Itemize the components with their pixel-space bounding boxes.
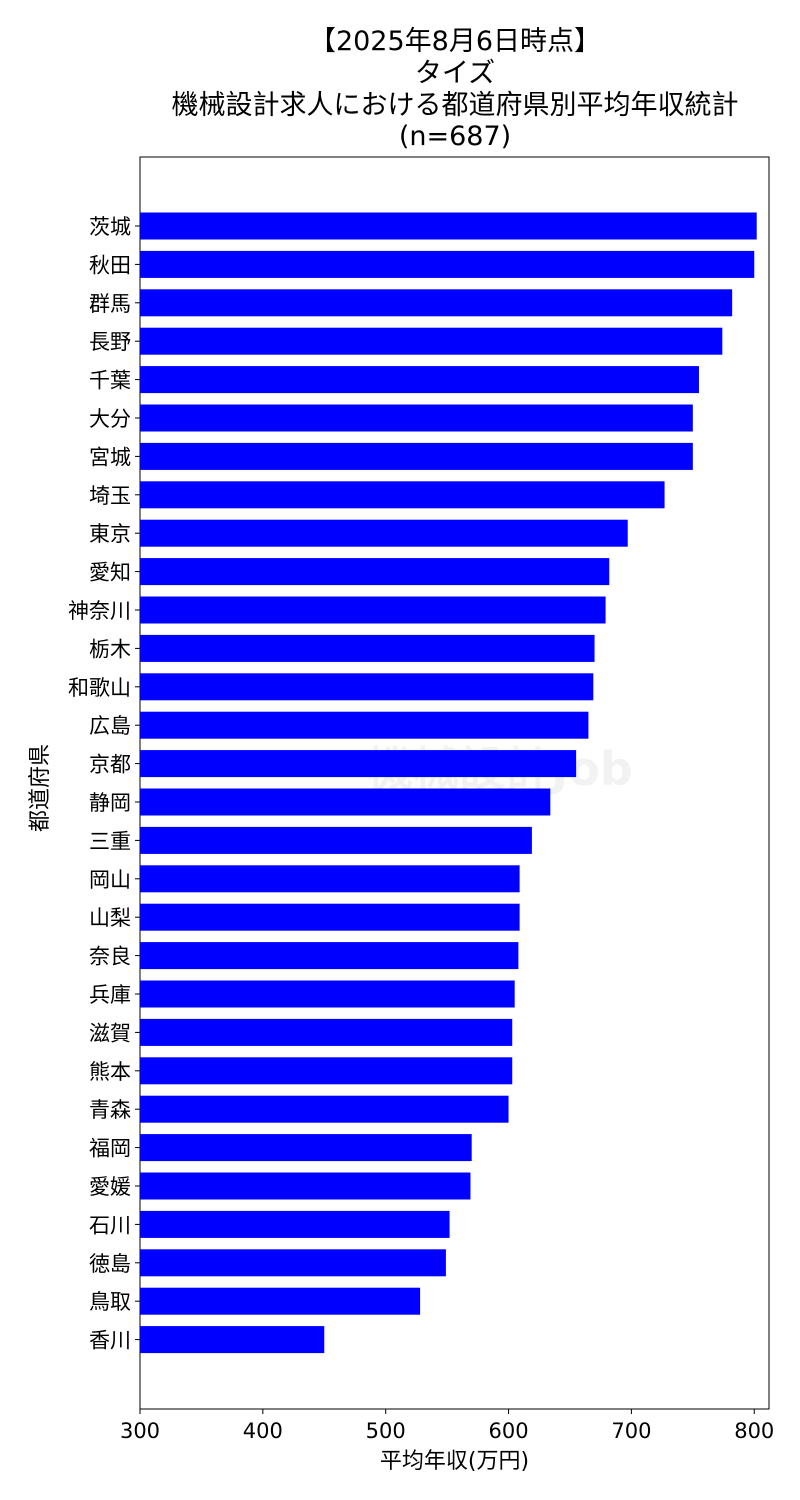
bar-27 (140, 1210, 450, 1238)
y-tick-label: 奈良 (89, 945, 131, 969)
y-tick-label: 群馬 (89, 292, 131, 316)
bar-1 (140, 212, 757, 240)
bar-26 (140, 1172, 471, 1200)
y-tick-label: 埼玉 (89, 484, 131, 508)
bar-23 (140, 1057, 513, 1085)
y-tick-label: 静岡 (89, 791, 131, 815)
y-tick-label: 岡山 (89, 868, 131, 892)
y-axis-label: 都道府県 (28, 744, 53, 832)
title-line-4: (n=687) (399, 121, 511, 152)
bar-12 (140, 634, 595, 662)
bar-4 (140, 327, 723, 355)
y-axis-ticks: 茨城秋田群馬長野千葉大分宮城埼玉東京愛知神奈川栃木和歌山広島京都静岡三重岡山山梨… (68, 215, 140, 1353)
x-tick-label: 500 (366, 1419, 406, 1443)
x-tick-label: 600 (489, 1419, 529, 1443)
chart-title: 【2025年8月6日時点】タイズ機械設計求人における都道府県別平均年収統計(n=… (172, 26, 739, 152)
bar-8 (140, 481, 665, 509)
bar-6 (140, 404, 693, 432)
y-tick-label: 滋賀 (89, 1021, 131, 1045)
bar-5 (140, 366, 699, 394)
bars (140, 212, 757, 1354)
y-tick-label: 福岡 (89, 1137, 131, 1161)
y-tick-label: 青森 (89, 1098, 131, 1122)
x-tick-label: 400 (243, 1419, 283, 1443)
y-tick-label: 和歌山 (68, 676, 131, 700)
x-axis-label: 平均年収(万円) (380, 1449, 529, 1474)
bar-30 (140, 1326, 325, 1354)
x-tick-label: 800 (734, 1419, 774, 1443)
y-tick-label: 千葉 (89, 369, 131, 393)
bar-29 (140, 1287, 421, 1315)
bar-28 (140, 1249, 446, 1277)
bar-10 (140, 558, 610, 586)
y-tick-label: 兵庫 (89, 983, 131, 1007)
plot-area (139, 156, 770, 1410)
y-tick-label: 京都 (89, 753, 131, 777)
bar-24 (140, 1095, 509, 1123)
y-tick-label: 秋田 (89, 253, 131, 277)
bar-14 (140, 711, 589, 739)
y-tick-label: 広島 (89, 714, 131, 738)
y-tick-label: 長野 (89, 330, 131, 354)
bar-17 (140, 826, 532, 854)
y-tick-label: 香川 (89, 1329, 131, 1353)
bar-11 (140, 596, 606, 624)
y-tick-label: 愛知 (89, 561, 131, 585)
y-tick-label: 熊本 (89, 1060, 131, 1084)
bar-19 (140, 903, 520, 931)
x-tick-label: 700 (611, 1419, 651, 1443)
bar-13 (140, 673, 594, 701)
y-tick-label: 神奈川 (68, 599, 131, 623)
y-tick-label: 宮城 (89, 445, 131, 469)
bar-18 (140, 865, 520, 893)
y-tick-label: 石川 (89, 1213, 131, 1237)
x-tick-label: 300 (120, 1419, 160, 1443)
title-line-1: 【2025年8月6日時点】 (309, 26, 601, 57)
y-tick-label: 山梨 (89, 906, 131, 930)
bar-7 (140, 442, 693, 470)
bar-20 (140, 942, 519, 970)
y-tick-label: 大分 (89, 407, 131, 431)
title-line-3: 機械設計求人における都道府県別平均年収統計 (172, 90, 739, 121)
bar-15 (140, 750, 577, 778)
bar-9 (140, 519, 628, 547)
y-tick-label: 茨城 (89, 215, 131, 239)
y-tick-label: 三重 (89, 829, 131, 853)
bar-25 (140, 1134, 472, 1162)
bar-22 (140, 1018, 513, 1046)
y-tick-label: 愛媛 (89, 1175, 131, 1199)
bar-16 (140, 788, 551, 816)
y-tick-label: 東京 (89, 522, 131, 546)
x-axis-ticks: 300 400 500 600 700 800 (120, 1409, 774, 1443)
y-tick-label: 鳥取 (89, 1290, 131, 1314)
bar-3 (140, 289, 733, 317)
title-line-2: タイズ (415, 58, 495, 89)
bar-2 (140, 250, 755, 278)
bar-21 (140, 980, 515, 1008)
y-tick-label: 栃木 (89, 637, 131, 661)
y-tick-label: 徳島 (89, 1252, 131, 1276)
